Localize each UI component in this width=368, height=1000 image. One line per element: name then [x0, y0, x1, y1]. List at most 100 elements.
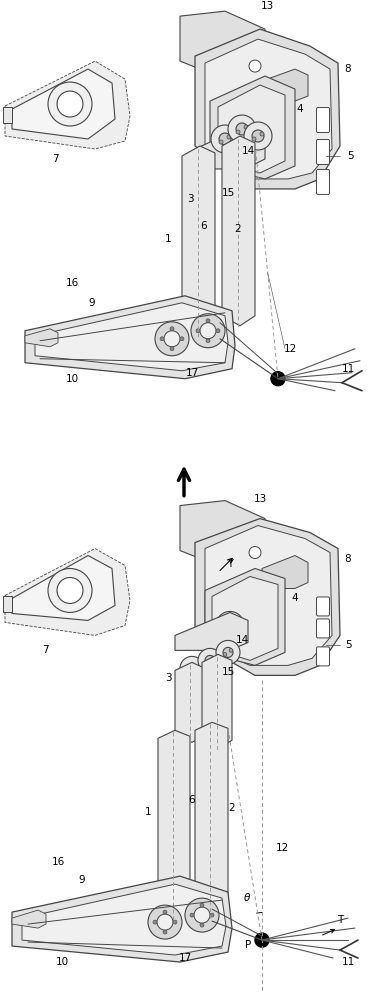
- Circle shape: [155, 322, 189, 356]
- FancyBboxPatch shape: [316, 169, 329, 194]
- Polygon shape: [205, 39, 332, 179]
- Polygon shape: [12, 910, 46, 928]
- Text: 15: 15: [222, 667, 235, 677]
- Polygon shape: [158, 730, 190, 918]
- Polygon shape: [212, 576, 278, 660]
- Circle shape: [232, 621, 236, 625]
- Text: 7: 7: [42, 645, 48, 655]
- Text: 5: 5: [347, 151, 353, 161]
- Circle shape: [200, 323, 216, 339]
- Text: 2: 2: [229, 803, 235, 813]
- Text: 11: 11: [342, 957, 355, 967]
- Text: 3: 3: [187, 194, 193, 204]
- Circle shape: [236, 123, 248, 135]
- Text: 13: 13: [261, 1, 274, 11]
- Text: 8: 8: [345, 554, 351, 564]
- Text: P: P: [245, 940, 251, 950]
- Polygon shape: [5, 61, 130, 149]
- Text: 7: 7: [52, 154, 58, 164]
- Text: 4: 4: [292, 593, 298, 603]
- Text: 6: 6: [201, 221, 207, 231]
- FancyBboxPatch shape: [316, 139, 329, 164]
- Polygon shape: [3, 596, 12, 612]
- Circle shape: [219, 140, 223, 144]
- Text: 10: 10: [56, 957, 68, 967]
- Text: 9: 9: [79, 875, 85, 885]
- Circle shape: [48, 82, 92, 126]
- Circle shape: [205, 661, 209, 664]
- Circle shape: [157, 914, 173, 930]
- Circle shape: [190, 913, 194, 917]
- Text: 3: 3: [165, 673, 171, 683]
- Circle shape: [163, 910, 167, 914]
- FancyBboxPatch shape: [316, 647, 329, 666]
- Circle shape: [229, 649, 233, 652]
- Polygon shape: [218, 85, 285, 173]
- Polygon shape: [22, 884, 226, 955]
- Circle shape: [206, 319, 210, 323]
- Circle shape: [187, 669, 191, 672]
- Circle shape: [187, 663, 197, 673]
- Text: 5: 5: [345, 640, 351, 650]
- Circle shape: [252, 130, 264, 142]
- Circle shape: [271, 372, 285, 386]
- Circle shape: [163, 930, 167, 934]
- Text: T: T: [337, 915, 343, 925]
- Text: 1: 1: [145, 807, 151, 817]
- Polygon shape: [12, 876, 232, 962]
- Circle shape: [216, 329, 220, 333]
- Circle shape: [57, 91, 83, 117]
- Text: 12: 12: [275, 843, 289, 853]
- Circle shape: [180, 656, 204, 680]
- Circle shape: [191, 314, 225, 348]
- Polygon shape: [262, 556, 308, 588]
- Text: 14: 14: [236, 635, 249, 645]
- Circle shape: [194, 907, 210, 923]
- Circle shape: [216, 611, 244, 639]
- Text: 1: 1: [165, 234, 171, 244]
- Circle shape: [210, 913, 214, 917]
- Polygon shape: [5, 549, 130, 635]
- Circle shape: [205, 655, 215, 665]
- Polygon shape: [182, 146, 215, 336]
- Circle shape: [224, 619, 236, 631]
- Circle shape: [200, 903, 204, 907]
- Text: 10: 10: [66, 374, 78, 384]
- Circle shape: [260, 132, 264, 136]
- Circle shape: [228, 115, 256, 143]
- Polygon shape: [3, 107, 12, 123]
- Circle shape: [193, 665, 197, 668]
- Polygon shape: [195, 29, 340, 189]
- Polygon shape: [222, 136, 255, 326]
- Polygon shape: [180, 501, 268, 568]
- Polygon shape: [195, 519, 340, 675]
- Circle shape: [206, 339, 210, 343]
- Circle shape: [219, 133, 231, 145]
- Circle shape: [164, 331, 180, 347]
- FancyBboxPatch shape: [316, 619, 329, 638]
- Circle shape: [244, 122, 272, 150]
- Polygon shape: [175, 662, 205, 742]
- Circle shape: [224, 626, 228, 630]
- Text: θ: θ: [244, 893, 250, 903]
- FancyBboxPatch shape: [316, 597, 329, 616]
- Circle shape: [185, 898, 219, 932]
- Polygon shape: [25, 329, 58, 347]
- Polygon shape: [262, 69, 308, 101]
- Polygon shape: [205, 568, 285, 665]
- Text: 15: 15: [222, 188, 235, 198]
- Text: 11: 11: [342, 364, 355, 374]
- Text: 4: 4: [297, 104, 303, 114]
- Polygon shape: [12, 69, 115, 139]
- Circle shape: [148, 905, 182, 939]
- Circle shape: [173, 920, 177, 924]
- Text: 8: 8: [345, 64, 351, 74]
- Circle shape: [249, 60, 261, 72]
- Polygon shape: [205, 526, 332, 665]
- Polygon shape: [210, 76, 295, 179]
- Circle shape: [57, 577, 83, 603]
- Circle shape: [180, 337, 184, 341]
- Circle shape: [211, 657, 215, 660]
- Text: 17: 17: [185, 368, 199, 378]
- Polygon shape: [175, 612, 248, 650]
